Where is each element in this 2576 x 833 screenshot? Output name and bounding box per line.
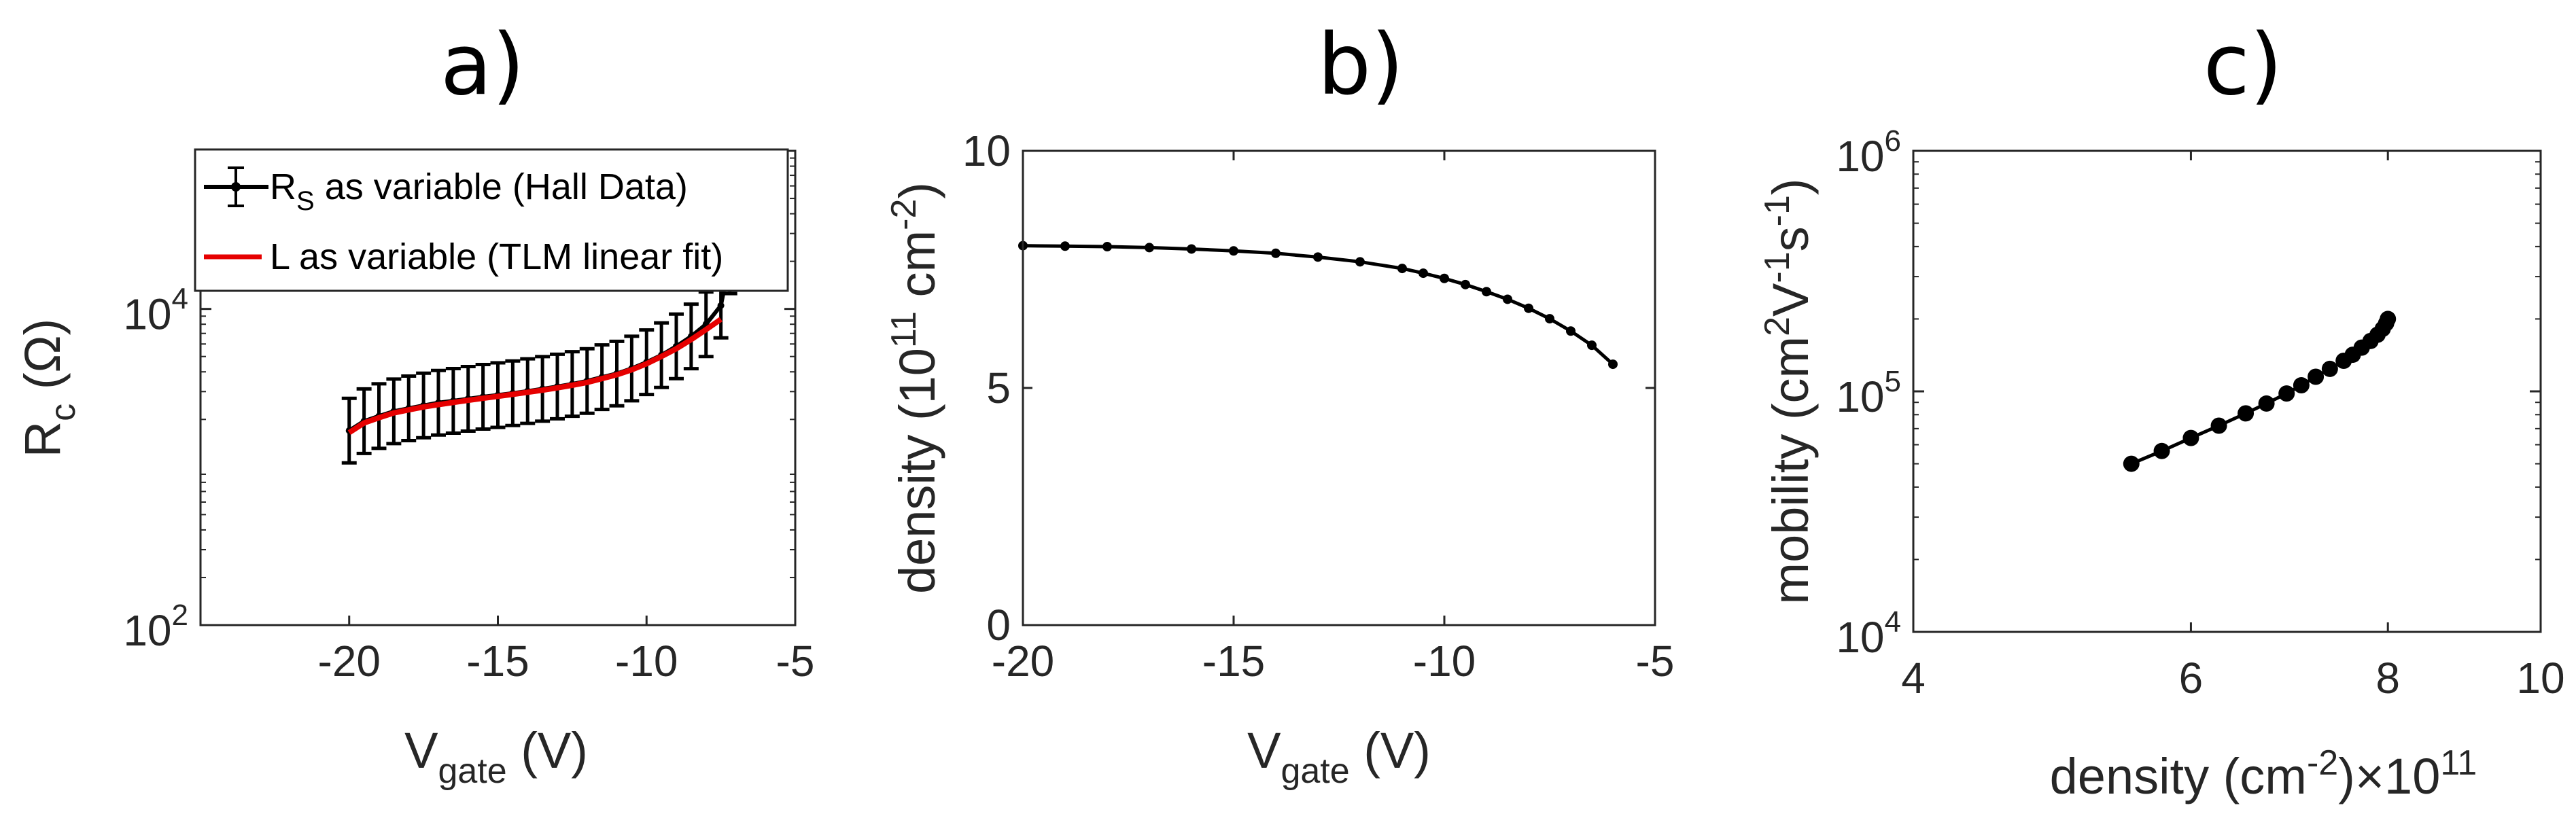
x-tick-label: -10 <box>1413 637 1476 686</box>
panel-a-ylabel: Rc (Ω) <box>14 319 83 458</box>
legend-errorbar-symbol <box>204 166 268 207</box>
mobility-point <box>2182 429 2199 446</box>
density-point <box>1187 244 1196 254</box>
x-tick-label: 10 <box>2516 654 2564 703</box>
mobility-point <box>2321 360 2338 377</box>
x-tick-label: -10 <box>615 637 678 686</box>
density-point <box>1060 241 1070 251</box>
panel-a-xlabel: Vgate (V) <box>404 722 588 791</box>
panel-c: c) 4 6 8 10 104 105 106 density (cm-2)×1011 mo… <box>1758 16 2565 804</box>
density-point <box>1566 326 1576 336</box>
density-point <box>1271 248 1281 258</box>
density-point <box>1102 241 1112 251</box>
mobility-point <box>2293 377 2310 394</box>
panel-b-ticks: -20 -15 -10 -5 0 5 10 <box>962 126 1675 686</box>
mobility-point <box>2153 442 2170 459</box>
x-tick-label: 8 <box>2375 654 2400 703</box>
x-tick-label: -5 <box>1636 637 1675 686</box>
panel-b-marks <box>1018 241 1618 370</box>
y-tick-label: 104 <box>123 283 188 339</box>
density-point <box>1503 294 1512 304</box>
y-tick-label: 0 <box>986 601 1011 650</box>
density-point <box>1145 243 1154 253</box>
x-tick-label: 4 <box>1901 654 1926 703</box>
panel-c-ylabel: mobility (cm2V-1s-1) <box>1758 178 1819 604</box>
legend-label-hall: RS as variable (Hall Data) <box>270 166 688 216</box>
panel-c-axes-box <box>1912 149 2542 633</box>
mobility-point <box>2278 385 2295 402</box>
panel-c-ticks: 4 6 8 10 104 105 106 <box>1836 124 2564 703</box>
panel-label-a: a) <box>440 16 525 114</box>
series-tlm-line <box>347 317 723 436</box>
panel-a-ticks: -20 -15 -10 -5 102 104 <box>123 151 814 686</box>
y-tick-label: 106 <box>1836 124 1901 181</box>
legend-box <box>194 148 789 292</box>
panel-b: b) -20 -15 -10 -5 0 5 10 Vgate (V) density (10… <box>884 16 1674 791</box>
density-point <box>1397 264 1407 274</box>
mobility-point <box>2308 368 2325 385</box>
density-point <box>1524 303 1533 313</box>
density-point <box>1418 268 1428 279</box>
y-tick-label: 5 <box>986 364 1011 412</box>
density-point <box>1461 279 1470 289</box>
density-point <box>1482 287 1491 297</box>
hall-data-point <box>717 302 725 309</box>
y-tick-label: 102 <box>123 599 188 655</box>
x-tick-label: -5 <box>776 637 815 686</box>
panel-label-b: b) <box>1317 16 1404 114</box>
panel-c-xlabel: density (cm-2)×1011 <box>2050 743 2477 804</box>
panel-label-c: c) <box>2204 16 2283 114</box>
mobility-line <box>2130 318 2390 465</box>
legend-label-tlm: L as variable (TLM linear fit) <box>270 236 723 277</box>
x-tick-label: -15 <box>1202 637 1266 686</box>
y-tick-label: 10 <box>962 126 1011 175</box>
x-tick-label: -20 <box>992 637 1055 686</box>
mobility-point <box>2210 417 2227 434</box>
density-point <box>1440 273 1449 283</box>
panel-b-xlabel: Vgate (V) <box>1247 722 1431 791</box>
y-tick-label: 104 <box>1836 605 1901 662</box>
panel-a-legend: RS as variable (Hall Data) L as variable… <box>194 148 789 292</box>
mobility-point <box>2258 395 2275 412</box>
mobility-point <box>2238 405 2255 422</box>
x-tick-label: 6 <box>2179 654 2204 703</box>
density-point <box>1608 359 1618 370</box>
panel-c-marks <box>2123 311 2397 472</box>
mobility-point <box>2380 311 2397 327</box>
density-point <box>1313 252 1323 262</box>
panel-b-ylabel: density (1011 cm-2) <box>884 182 945 594</box>
density-point <box>1545 314 1554 324</box>
density-point <box>1587 340 1597 351</box>
panel-a: a) -20 -15 -10 -5 102 104 Vgate (V) Rc (Ω) RS… <box>14 16 814 791</box>
panel-b-axes-box <box>1022 149 1656 626</box>
mobility-point <box>2123 455 2140 472</box>
panel-a-marks <box>341 171 744 465</box>
density-point <box>1229 246 1238 256</box>
x-tick-label: -15 <box>466 637 529 686</box>
density-line <box>1022 244 1614 366</box>
x-tick-label: -20 <box>318 637 381 686</box>
density-point <box>1355 257 1365 267</box>
y-tick-label: 105 <box>1836 365 1901 421</box>
